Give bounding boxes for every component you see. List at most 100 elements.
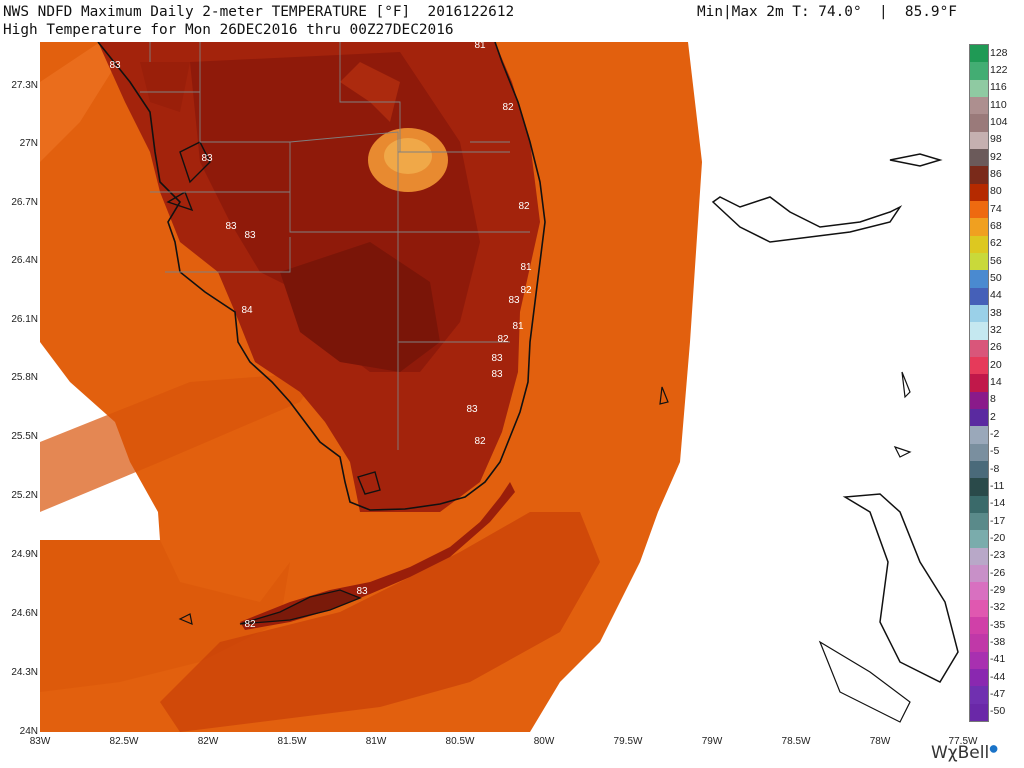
legend-swatch [970, 391, 988, 410]
lon-label: 79W [701, 736, 723, 747]
legend-swatch [970, 166, 988, 185]
lon-label: 78W [869, 736, 891, 747]
legend-label: 44 [990, 289, 1002, 302]
lon-label: 80W [533, 736, 555, 747]
station-value: 83 [466, 404, 478, 415]
legend-swatch [970, 357, 988, 375]
legend-swatch [970, 703, 988, 722]
legend-swatch [970, 582, 988, 601]
lat-label: 24.3N [11, 667, 38, 678]
legend-label: -8 [990, 462, 1000, 475]
legend-swatch [970, 686, 988, 705]
legend-label: -47 [990, 688, 1006, 700]
lat-label: 25.5N [11, 431, 38, 442]
legend-label: 56 [990, 254, 1002, 267]
lon-label: 77.5W [948, 736, 978, 747]
legend-label: -29 [990, 584, 1006, 596]
station-value: 83 [201, 153, 213, 164]
lon-label: 83W [29, 736, 51, 747]
legend-label: 92 [990, 150, 1002, 163]
lon-label: 81W [365, 736, 387, 747]
lon-label: 82.5W [109, 736, 139, 747]
station-value: 82 [502, 102, 514, 113]
min-max-readout: Min|Max 2m T: 74.0° | 85.9°F [697, 4, 957, 20]
legend-label: -2 [990, 428, 1000, 440]
legend-swatch [970, 305, 988, 323]
lon-label: 82W [197, 736, 219, 747]
temperature-map: 83 81 82 83 82 83 83 81 82 83 84 81 82 8… [40, 42, 964, 732]
legend-label: -44 [990, 670, 1006, 683]
legend-label: 68 [990, 220, 1002, 232]
lon-label: 78.5W [781, 736, 811, 747]
lat-label: 24.6N [11, 608, 38, 619]
legend-label: 20 [990, 358, 1002, 371]
legend-label: -5 [990, 445, 1000, 458]
legend-label: 104 [990, 116, 1008, 128]
legend-swatch [970, 374, 988, 393]
station-value: 81 [474, 42, 486, 51]
grand-bahama-island [711, 196, 903, 243]
legend-label: -50 [990, 705, 1006, 718]
legend-label: -38 [990, 636, 1006, 648]
lat-label: 24.9N [11, 549, 38, 560]
station-value: 82 [474, 436, 486, 447]
legend-swatch [970, 79, 988, 98]
legend-swatch [970, 339, 988, 358]
legend-label: 32 [990, 324, 1002, 336]
legend-swatch [970, 97, 988, 115]
legend-swatch [970, 461, 988, 479]
station-value: 82 [520, 285, 532, 296]
legend-swatch [970, 287, 988, 306]
legend-swatch [970, 45, 988, 63]
legend-label: -26 [990, 566, 1006, 579]
legend-label: 2 [990, 410, 996, 423]
station-value: 83 [491, 369, 503, 380]
legend-label: 116 [990, 81, 1007, 94]
legend-label: -35 [990, 618, 1006, 631]
legend-swatch [970, 62, 988, 81]
station-value: 81 [512, 321, 524, 332]
lon-label: 80.5W [445, 736, 475, 747]
lon-label: 81.5W [277, 736, 307, 747]
legend-label: 14 [990, 376, 1002, 388]
station-value: 83 [356, 586, 368, 597]
station-value: 83 [508, 295, 520, 306]
legend-label: 122 [990, 64, 1008, 76]
legend-swatch [970, 322, 988, 341]
lat-label: 24N [19, 726, 38, 737]
legend-swatch [970, 530, 988, 549]
lat-label: 26.1N [11, 314, 38, 325]
legend-label: -23 [990, 549, 1006, 562]
temperature-color-legend [969, 44, 989, 722]
legend-label: -41 [990, 653, 1006, 666]
lon-label: 79.5W [613, 736, 643, 747]
lat-label: 26.7N [11, 197, 38, 208]
lat-label: 26.4N [11, 255, 38, 266]
lat-label: 25.2N [11, 490, 38, 501]
legend-swatch [970, 149, 988, 167]
legend-label: -32 [990, 601, 1006, 614]
station-value: 83 [225, 221, 237, 232]
station-value: 83 [491, 353, 503, 364]
legend-swatch [970, 183, 988, 202]
legend-swatch [970, 201, 988, 219]
station-value: 83 [244, 230, 256, 241]
legend-label: 38 [990, 306, 1002, 319]
legend-swatch [970, 218, 988, 237]
legend-swatch [970, 270, 988, 289]
legend-swatch [970, 634, 988, 653]
legend-label: -17 [990, 514, 1006, 527]
legend-swatch [970, 114, 988, 133]
legend-label: -11 [990, 480, 1005, 492]
legend-label: -20 [990, 532, 1006, 544]
legend-label: 86 [990, 168, 1002, 180]
station-value: 83 [109, 60, 121, 71]
legend-swatch [970, 547, 988, 566]
legend-label: 98 [990, 133, 1002, 146]
legend-label: 74 [990, 202, 1002, 215]
legend-swatch [970, 513, 988, 531]
legend-swatch [970, 651, 988, 670]
station-value: 84 [241, 305, 253, 316]
legend-label: 110 [990, 98, 1007, 111]
wxbell-logo: WχBell● [931, 743, 998, 763]
